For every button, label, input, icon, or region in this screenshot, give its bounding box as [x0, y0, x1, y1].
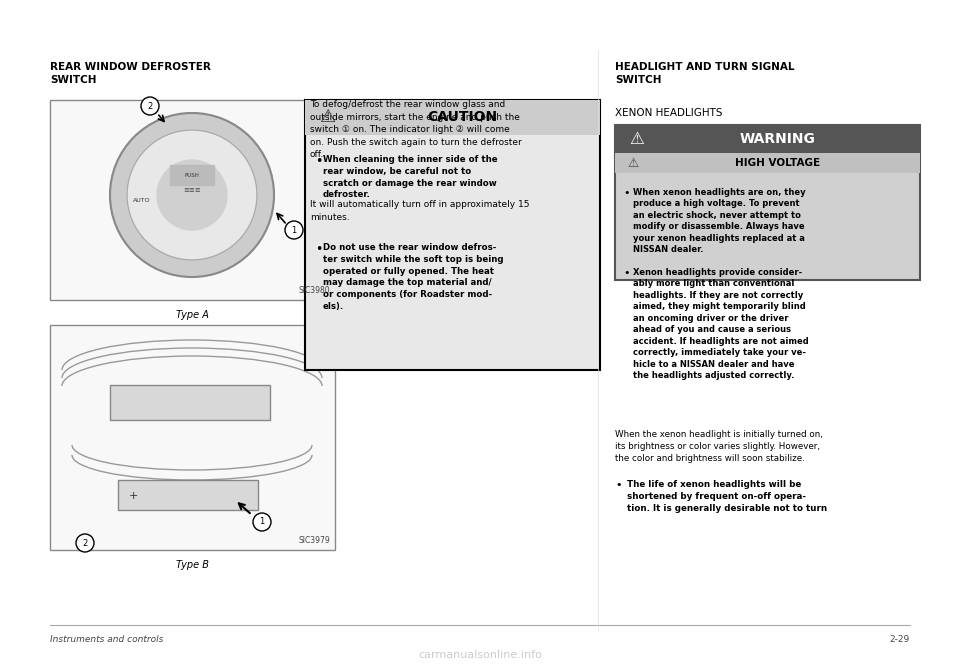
- Text: HEADLIGHT AND TURN SIGNAL
SWITCH: HEADLIGHT AND TURN SIGNAL SWITCH: [615, 62, 795, 85]
- Bar: [615, 125, 920, 280]
- Circle shape: [110, 113, 274, 277]
- Bar: [615, 125, 920, 153]
- Text: Type A: Type A: [176, 310, 209, 320]
- Text: •: •: [315, 243, 323, 256]
- Text: 1: 1: [292, 226, 297, 234]
- Text: +: +: [129, 491, 137, 501]
- Text: WARNING: WARNING: [739, 132, 815, 146]
- Text: 2-29: 2-29: [890, 635, 910, 644]
- Text: •: •: [623, 268, 630, 278]
- Ellipse shape: [136, 392, 164, 412]
- Text: The life of xenon headlights will be
shortened by frequent on-off opera-
tion. I: The life of xenon headlights will be sho…: [627, 480, 828, 513]
- Text: •: •: [315, 155, 323, 168]
- Text: •: •: [623, 188, 630, 198]
- Text: ≡≡≡: ≡≡≡: [183, 187, 201, 193]
- Bar: [110, 385, 270, 420]
- Bar: [170, 165, 214, 185]
- Text: Instruments and controls: Instruments and controls: [50, 635, 163, 644]
- Text: 2: 2: [148, 102, 153, 110]
- Text: Xenon headlights provide consider-
ably more light than conventional
headlights.: Xenon headlights provide consider- ably …: [633, 268, 808, 380]
- Text: HIGH VOLTAGE: HIGH VOLTAGE: [735, 158, 820, 168]
- Text: XENON HEADLIGHTS: XENON HEADLIGHTS: [615, 108, 723, 118]
- Text: It will automatically turn off in approximately 15
minutes.: It will automatically turn off in approx…: [310, 200, 530, 222]
- Circle shape: [141, 97, 159, 115]
- Text: ⚠: ⚠: [628, 157, 638, 169]
- Text: When the xenon headlight is initially turned on,
its brightness or color varies : When the xenon headlight is initially tu…: [615, 430, 823, 463]
- Text: ⚠: ⚠: [319, 108, 335, 126]
- Bar: [305, 100, 600, 370]
- Text: Type B: Type B: [176, 560, 209, 570]
- Text: CAUTION: CAUTION: [427, 110, 497, 124]
- Circle shape: [285, 221, 303, 239]
- Text: ⚠: ⚠: [630, 130, 644, 148]
- Bar: [118, 480, 258, 510]
- Circle shape: [76, 534, 94, 552]
- Text: carmanualsonline.info: carmanualsonline.info: [418, 650, 542, 660]
- Text: SIC3979: SIC3979: [299, 536, 330, 545]
- Text: AUTO: AUTO: [133, 197, 151, 203]
- Bar: [50, 325, 335, 550]
- Bar: [50, 100, 335, 300]
- Text: To defog/defrost the rear window glass and
outside mirrors, start the engine and: To defog/defrost the rear window glass a…: [310, 100, 521, 159]
- Bar: [305, 100, 600, 135]
- Text: 1: 1: [259, 517, 265, 527]
- Text: •: •: [615, 480, 621, 490]
- Text: When xenon headlights are on, they
produce a high voltage. To prevent
an electri: When xenon headlights are on, they produ…: [633, 188, 805, 254]
- Text: When cleaning the inner side of the
rear window, be careful not to
scratch or da: When cleaning the inner side of the rear…: [323, 155, 497, 199]
- Circle shape: [253, 513, 271, 531]
- Bar: [615, 153, 920, 173]
- Text: Do not use the rear window defros-
ter switch while the soft top is being
operat: Do not use the rear window defros- ter s…: [323, 243, 503, 311]
- Text: PUSH: PUSH: [184, 173, 200, 177]
- Text: REAR WINDOW DEFROSTER
SWITCH: REAR WINDOW DEFROSTER SWITCH: [50, 62, 211, 85]
- Text: 2: 2: [83, 539, 87, 548]
- Text: SIC3980: SIC3980: [299, 286, 330, 295]
- Circle shape: [157, 160, 227, 230]
- Circle shape: [127, 130, 257, 260]
